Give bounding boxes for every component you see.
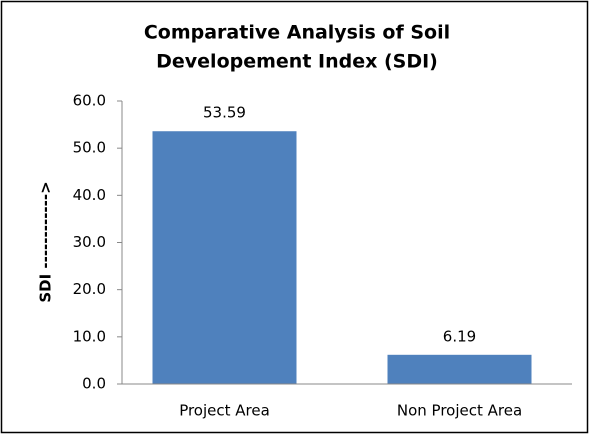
x-tick-label: Non Project Area	[397, 402, 522, 420]
y-tick-label: 40.0	[73, 186, 106, 204]
data-label: 6.19	[443, 327, 476, 345]
y-tick-label: 50.0	[73, 139, 106, 157]
chart-title: Comparative Analysis of Soil	[144, 22, 450, 44]
y-tick-label: 30.0	[73, 233, 106, 251]
y-tick-label: 60.0	[73, 92, 106, 110]
bar	[152, 131, 297, 384]
y-axis-label: SDI ------------>	[37, 181, 55, 302]
bar	[387, 354, 532, 384]
data-label: 53.59	[203, 104, 246, 122]
x-tick-label: Project Area	[179, 402, 270, 420]
chart-title: Developement Index (SDI)	[156, 51, 438, 73]
y-tick-label: 20.0	[73, 280, 106, 298]
y-tick-label: 0.0	[82, 375, 106, 393]
y-tick-label: 10.0	[73, 327, 106, 345]
